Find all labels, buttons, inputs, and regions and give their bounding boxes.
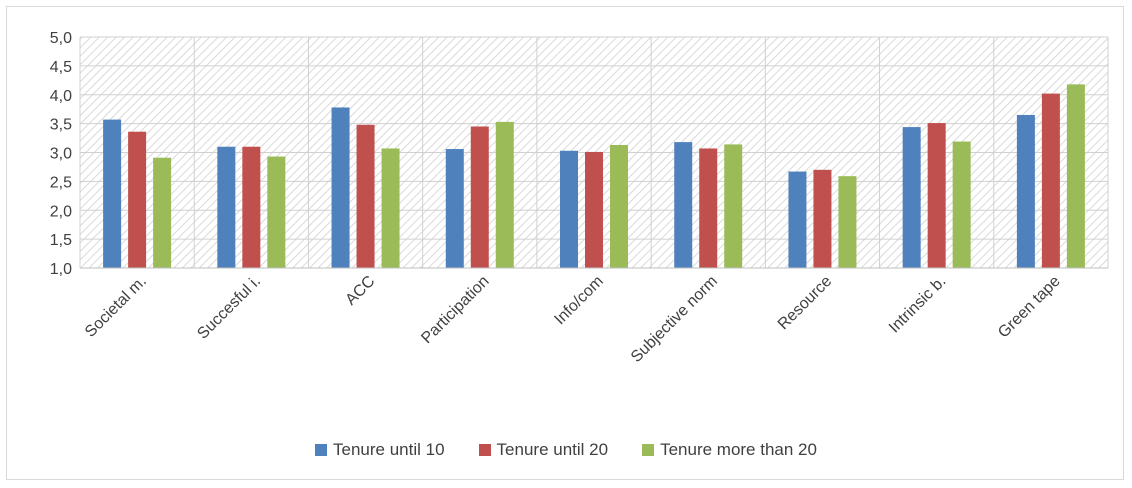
bar	[217, 146, 236, 268]
legend-item-tenure-until-20: Tenure until 20	[478, 440, 609, 460]
bar	[1016, 114, 1035, 269]
y-tick-label: 2,5	[50, 174, 72, 191]
bar	[560, 150, 578, 268]
x-tick-label: Succesful i.	[194, 273, 264, 343]
legend: Tenure until 10 Tenure until 20 Tenure m…	[0, 440, 1132, 460]
x-tick-label: ACC	[342, 273, 378, 309]
bar	[813, 169, 832, 268]
x-tick-label: Subjective norm	[628, 273, 721, 366]
legend-swatch	[315, 444, 328, 456]
bar	[699, 148, 718, 268]
bar	[356, 124, 375, 268]
bar	[1041, 93, 1060, 268]
legend-item-tenure-more-than-20: Tenure more than 20	[642, 440, 817, 460]
bar	[610, 144, 628, 268]
y-tick-label: 5,0	[50, 30, 72, 47]
bar	[495, 121, 514, 268]
bar	[103, 119, 122, 269]
bar	[585, 151, 603, 268]
bar	[445, 149, 464, 268]
y-tick-label: 1,5	[50, 232, 72, 249]
bar	[331, 107, 350, 268]
legend-swatch	[642, 444, 655, 456]
y-tick-label: 3,0	[50, 146, 72, 163]
bar	[952, 141, 971, 268]
bar	[1066, 84, 1085, 268]
bar	[788, 171, 807, 268]
y-tick-label: 3,5	[50, 117, 72, 134]
bar	[128, 131, 147, 268]
bar	[724, 144, 743, 268]
y-tick-label: 4,0	[50, 88, 72, 105]
legend-label: Tenure more than 20	[660, 440, 817, 459]
bar	[902, 127, 921, 268]
x-tick-label: Info/com	[551, 273, 606, 328]
bar	[381, 148, 400, 268]
bar	[242, 146, 261, 268]
x-tick-label: Participation	[418, 273, 492, 347]
legend-label: Tenure until 20	[496, 440, 609, 459]
bar	[838, 176, 857, 268]
legend-item-tenure-until-10: Tenure until 10	[315, 440, 445, 460]
y-tick-label: 1,0	[50, 261, 72, 278]
bar	[927, 123, 946, 268]
x-tick-label: Intrinsic b.	[886, 273, 950, 337]
y-tick-label: 2,0	[50, 203, 72, 220]
bar	[153, 157, 172, 268]
legend-swatch	[478, 444, 491, 456]
x-tick-label: Societal m.	[82, 273, 150, 341]
x-tick-label: Resource	[775, 273, 836, 334]
bar	[674, 142, 693, 268]
bar	[470, 126, 489, 268]
x-tick-label: Green tape	[995, 273, 1064, 342]
bar	[267, 156, 286, 268]
y-tick-label: 4,5	[50, 59, 72, 76]
legend-label: Tenure until 10	[333, 440, 445, 459]
